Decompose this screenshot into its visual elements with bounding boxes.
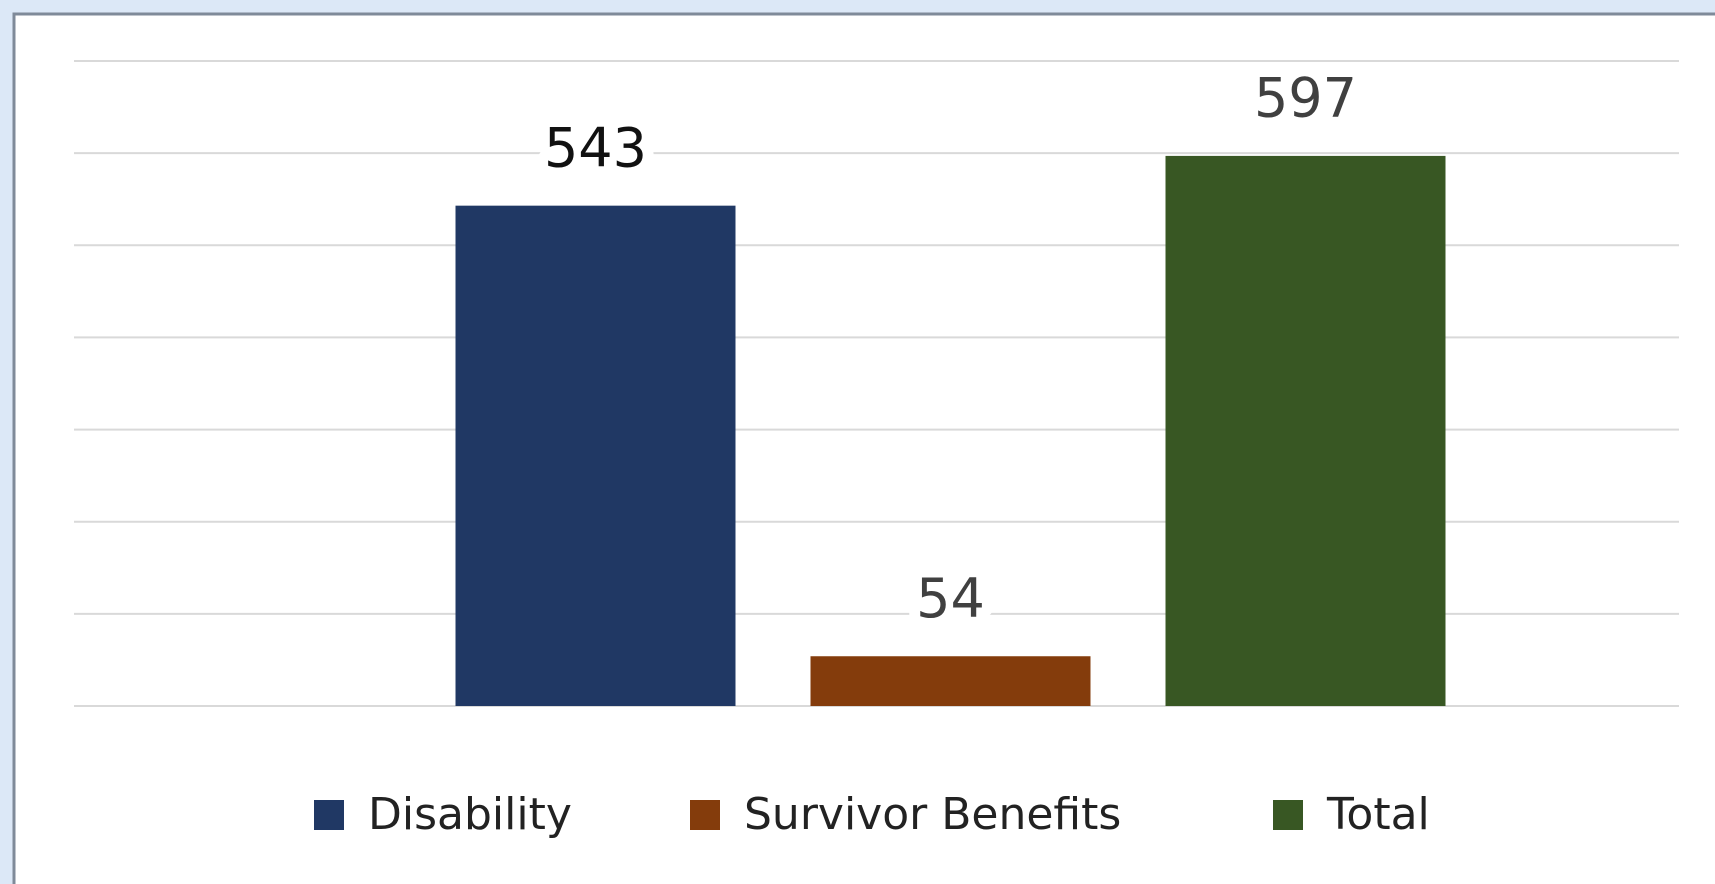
legend-label: Total bbox=[1326, 789, 1430, 840]
legend-label: Survivor Benefits bbox=[744, 789, 1121, 840]
legend-label: Disability bbox=[368, 789, 572, 840]
data-label: 543 bbox=[544, 116, 647, 179]
bar bbox=[1165, 155, 1446, 706]
bar bbox=[455, 205, 736, 706]
data-label: 597 bbox=[1254, 67, 1357, 130]
legend-swatch bbox=[314, 800, 344, 830]
legend-swatch bbox=[690, 800, 720, 830]
chart-frame bbox=[12, 12, 1715, 884]
legend-swatch bbox=[1273, 800, 1303, 830]
bar bbox=[810, 656, 1091, 706]
data-label: 54 bbox=[916, 567, 985, 630]
